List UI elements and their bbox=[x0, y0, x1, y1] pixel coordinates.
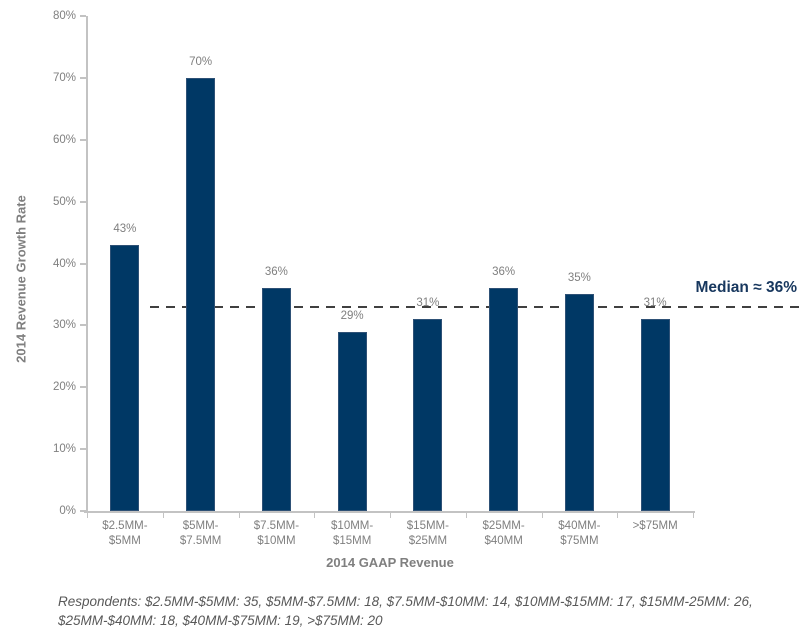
y-tick-label: 30% bbox=[52, 319, 76, 332]
y-tick-label: 0% bbox=[59, 505, 76, 517]
x-category-label: $2.5MM- $5MM bbox=[102, 520, 148, 547]
bar-value-label: 36% bbox=[492, 266, 516, 279]
x-category-label: $10MM- $15MM bbox=[331, 520, 374, 547]
bar-value-label: 35% bbox=[567, 272, 591, 285]
y-tick-label: 50% bbox=[52, 195, 76, 208]
median-dashed-line bbox=[150, 305, 799, 308]
y-tick-mark bbox=[80, 448, 86, 451]
x-tick-mark bbox=[617, 511, 619, 518]
bar-value-label: 31% bbox=[643, 297, 667, 310]
y-tick-label: 80% bbox=[52, 10, 76, 22]
bar-value-label: 70% bbox=[189, 55, 213, 68]
y-tick-mark bbox=[80, 386, 86, 389]
bar bbox=[489, 288, 519, 511]
x-tick-mark bbox=[693, 511, 694, 518]
x-tick-mark bbox=[314, 511, 316, 518]
x-category-label: $5MM- $7.5MM bbox=[179, 520, 222, 547]
footnote-line-1: Respondents: $2.5MM-$5MM: 35, $5MM-$7.5M… bbox=[58, 594, 753, 609]
bar bbox=[564, 294, 594, 511]
x-tick-mark bbox=[238, 511, 240, 518]
bar-value-label: 43% bbox=[113, 222, 137, 235]
y-tick-mark bbox=[80, 510, 86, 512]
y-tick-label: 10% bbox=[52, 443, 76, 456]
median-label: Median ≈ 36% bbox=[695, 279, 797, 296]
x-axis-line bbox=[84, 511, 695, 513]
y-tick-mark bbox=[80, 324, 86, 327]
bar-value-label: 31% bbox=[416, 297, 440, 310]
bar bbox=[413, 319, 443, 511]
y-tick-label: 20% bbox=[52, 381, 76, 394]
x-tick-mark bbox=[162, 511, 164, 518]
bar bbox=[261, 288, 291, 511]
y-axis-line bbox=[86, 16, 88, 513]
y-tick-mark bbox=[80, 262, 86, 265]
y-tick-mark bbox=[80, 15, 86, 17]
bar bbox=[640, 319, 670, 511]
y-axis-title: 2014 Revenue Growth Rate bbox=[13, 195, 29, 363]
bar bbox=[337, 331, 367, 511]
x-axis-title: 2014 GAAP Revenue bbox=[326, 555, 454, 570]
bar-value-label: 29% bbox=[340, 309, 364, 322]
bar bbox=[110, 244, 140, 511]
y-tick-label: 40% bbox=[52, 257, 76, 270]
bar-value-label: 36% bbox=[264, 266, 288, 279]
x-category-label: $25MM- $40MM bbox=[482, 520, 525, 547]
y-tick-mark bbox=[80, 76, 86, 79]
x-tick-mark bbox=[465, 511, 467, 518]
y-tick-label: 70% bbox=[52, 71, 76, 84]
x-category-label: $15MM- $25MM bbox=[406, 520, 449, 547]
footnote-line-2: $25MM-$40MM: 18, $40MM-$75MM: 19, >$75MM… bbox=[58, 613, 383, 628]
x-category-label: >$75MM bbox=[632, 520, 678, 532]
y-tick-label: 60% bbox=[52, 133, 76, 146]
y-tick-mark bbox=[80, 138, 86, 141]
x-tick-mark bbox=[390, 511, 391, 518]
x-category-label: $40MM- $75MM bbox=[558, 520, 601, 547]
x-category-label: $7.5MM- $10MM bbox=[253, 520, 300, 547]
bar bbox=[186, 77, 216, 511]
footnote: Respondents: $2.5MM-$5MM: 35, $5MM-$7.5M… bbox=[58, 592, 793, 630]
y-tick-mark bbox=[80, 200, 86, 203]
x-tick-mark bbox=[87, 511, 88, 518]
x-tick-mark bbox=[541, 511, 543, 518]
